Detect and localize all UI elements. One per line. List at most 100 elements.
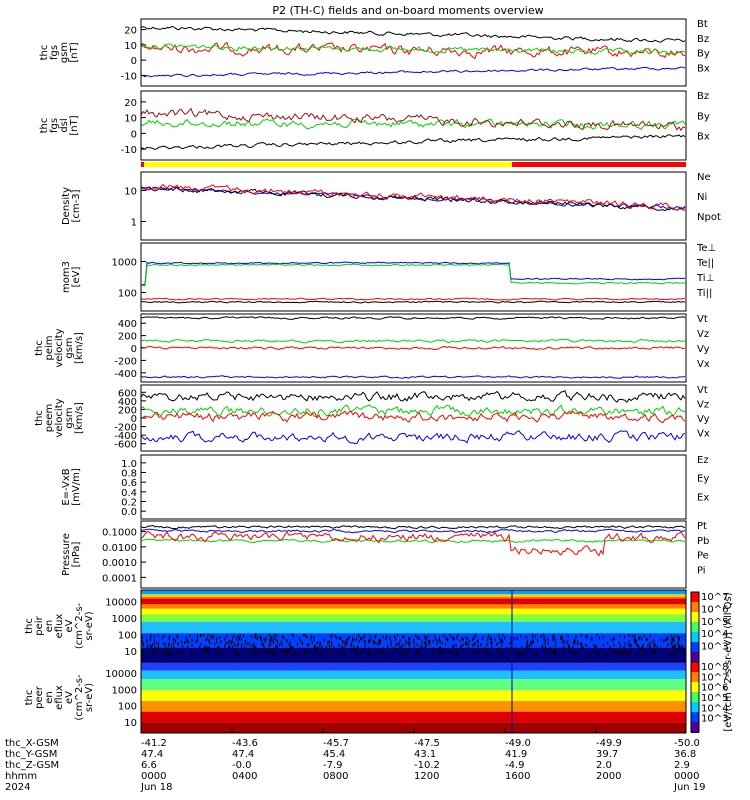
- spectrogram-noise: [276, 652, 278, 656]
- spectrogram-noise: [528, 644, 530, 648]
- spectrogram-noise: [181, 651, 183, 655]
- ylabel-line: peem: [44, 404, 55, 432]
- spectrogram-noise: [142, 650, 144, 654]
- spectrogram-noise: [224, 653, 226, 657]
- series-Bz: [140, 41, 686, 60]
- spectrogram-noise: [530, 640, 532, 644]
- spectrogram-noise: [450, 651, 452, 655]
- spectrogram-noise: [477, 639, 479, 643]
- spectrogram-noise: [486, 652, 488, 656]
- spectrogram-noise: [643, 634, 645, 638]
- colorbar-tick: 10^7: [701, 672, 728, 683]
- ylabel-line: [nT]: [69, 115, 80, 135]
- spectrogram-noise: [254, 635, 256, 639]
- spectrogram-noise: [229, 645, 231, 649]
- spectrogram-noise: [403, 635, 405, 639]
- spectrogram-noise: [452, 637, 454, 641]
- panel-1: thcfgsgsm[nT] 20 10 0 -10 Bt Bz By Bx: [39, 18, 710, 87]
- spectrogram-noise: [563, 650, 565, 654]
- spectrogram-noise: [402, 635, 404, 639]
- spectrogram-noise: [193, 653, 195, 657]
- spectrogram-noise: [554, 653, 556, 657]
- spectrogram-noise: [624, 642, 626, 646]
- spectrogram-noise: [401, 649, 403, 653]
- series-Vy: [141, 338, 686, 344]
- spectrogram-noise: [352, 637, 354, 641]
- spectrogram-noise: [303, 633, 305, 637]
- spectrogram-noise: [177, 642, 179, 646]
- spectrogram-noise: [274, 653, 276, 657]
- spectrogram-noise: [321, 645, 323, 649]
- spectrogram-band: [141, 604, 686, 609]
- legend-Bz: Bz: [697, 91, 709, 102]
- spectrogram-noise: [320, 653, 322, 657]
- spectrogram-noise: [382, 647, 384, 651]
- xaxis-value: -10.2: [414, 760, 440, 771]
- spectrogram-noise: [535, 654, 537, 658]
- spectrogram-noise: [642, 643, 644, 647]
- ytick-label: 0.0001: [102, 573, 137, 584]
- spectrogram-noise: [168, 634, 170, 638]
- xaxis-value: 47.4: [141, 749, 163, 760]
- spectrogram-noise: [305, 649, 307, 653]
- spectrogram-noise: [233, 633, 235, 637]
- colorbar-1-segment: [691, 622, 699, 633]
- spectrogram-noise: [165, 652, 167, 656]
- spectrogram-noise: [210, 633, 212, 637]
- spectrogram-noise: [574, 638, 576, 642]
- spectrogram-noise: [379, 640, 381, 644]
- spectrogram-noise: [415, 633, 417, 637]
- panel-1-frame: [140, 18, 687, 87]
- panel-6: thcpeemvelocitygsm[km/s] 6004002000-200-4…: [34, 384, 710, 452]
- spectrogram-noise: [360, 636, 362, 640]
- spectrogram-noise: [672, 650, 674, 654]
- xaxis-value: 36.8: [674, 749, 696, 760]
- xaxis-value: 45.4: [323, 749, 345, 760]
- spectrogram-noise: [421, 643, 423, 647]
- spectrogram-noise: [440, 650, 442, 654]
- spectrogram-noise: [501, 643, 503, 647]
- spectrogram-noise: [293, 651, 295, 655]
- spectrogram-noise: [158, 642, 160, 646]
- series-Pb: [140, 531, 686, 557]
- spectrogram-noise: [205, 648, 207, 652]
- spectrogram-noise: [424, 641, 426, 645]
- spectrogram-noise: [292, 634, 294, 638]
- spectrogram-noise: [437, 639, 439, 643]
- spectrogram-noise: [488, 653, 490, 657]
- spectrogram-noise: [629, 644, 631, 648]
- spectrogram-noise: [641, 653, 643, 657]
- spectrogram-noise: [359, 652, 361, 656]
- spectrogram-noise: [647, 638, 649, 642]
- spectrogram-noise: [418, 648, 420, 652]
- panel-4-frame: [140, 242, 687, 312]
- spectrogram-noise: [453, 643, 455, 647]
- colorbar-2-segment: [691, 682, 699, 693]
- colorbar-1-segment: [691, 652, 699, 663]
- colorbar-2-segment: [691, 712, 699, 723]
- spectrogram-noise: [191, 638, 193, 642]
- legend-Vx: Vx: [697, 429, 710, 440]
- ylabel-line: (cm^2-s-: [74, 602, 85, 649]
- spectrogram-noise: [542, 644, 544, 648]
- spectrogram-noise: [526, 642, 528, 646]
- spectrogram-noise: [467, 650, 469, 654]
- spectrogram-noise: [209, 641, 211, 645]
- colorbar-2-frame: [690, 661, 700, 733]
- spectrogram-noise: [214, 649, 216, 653]
- spectrogram-noise: [347, 637, 349, 641]
- ylabel-line: thc: [24, 690, 35, 706]
- spectrogram-noise: [299, 637, 301, 641]
- spectrogram-noise: [274, 633, 276, 637]
- spectrogram-noise: [300, 640, 302, 644]
- spectrogram-noise: [419, 654, 421, 658]
- spectrogram-noise: [416, 653, 418, 657]
- panel-2-frame: [140, 90, 687, 161]
- series-Pt: [140, 524, 686, 530]
- spectrogram-noise: [654, 643, 656, 647]
- spectrogram-noise: [457, 633, 459, 637]
- spectrogram-noise: [162, 636, 164, 640]
- spectrogram-noise: [510, 648, 512, 652]
- spectrogram-noise: [363, 635, 365, 639]
- spectrogram-band: [141, 722, 686, 733]
